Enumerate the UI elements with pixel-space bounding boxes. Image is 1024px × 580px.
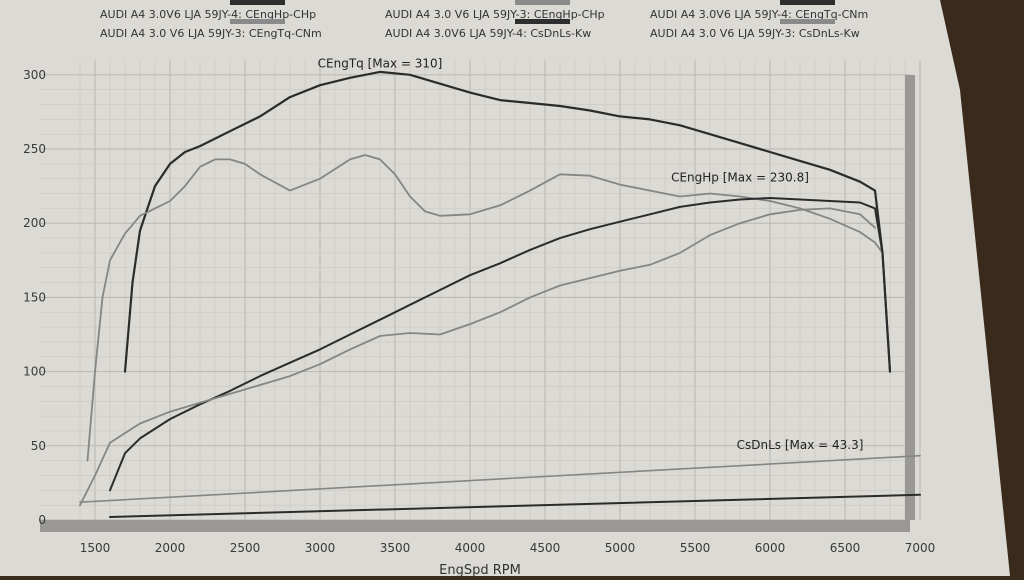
- x-tick-label: 2500: [230, 541, 261, 555]
- x-tick-label: 6500: [830, 541, 861, 555]
- chart-annotation: CEngHp [Max = 230.8]: [671, 171, 809, 185]
- series-line-3: [109, 197, 891, 492]
- series-line-4: [79, 207, 876, 507]
- legend-entry-label: AUDI A4 3.0V6 LJA 59JY-4: CEngTq-CNm: [650, 8, 868, 21]
- x-tick-label: 4000: [455, 541, 486, 555]
- legend-entry-label: AUDI A4 3.0 V6 LJA 59JY-3: CEngTq-CNm: [100, 27, 322, 40]
- chart-annotations: CEngTq [Max = 310] CEngHp [Max = 230.8] Cs…: [318, 56, 864, 451]
- series-line-2: [86, 154, 884, 462]
- x-tick-label: 4500: [530, 541, 561, 555]
- y-tick-label: 0: [38, 513, 46, 527]
- y-tick-label: 50: [31, 439, 46, 453]
- chart-right-border: [905, 75, 915, 520]
- y-tick-labels: 0 50 100 150 200 250 300: [23, 68, 46, 527]
- legend-entry-label: AUDI A4 3.0 V6 LJA 59JY-3: CEngHp-CHp: [385, 8, 605, 21]
- x-tick-label: 7000: [905, 541, 936, 555]
- chart-annotation: CsDnLs [Max = 43.3]: [737, 438, 864, 452]
- chart-annotation: CEngTq [Max = 310]: [318, 56, 443, 70]
- x-tick-label: 6000: [755, 541, 786, 555]
- x-tick-label: 3500: [380, 541, 411, 555]
- x-tick-label: 5500: [680, 541, 711, 555]
- x-axis-label: EngSpd RPM: [439, 563, 521, 576]
- y-tick-label: 300: [23, 68, 46, 82]
- legend-entry-label: AUDI A4 3.0 V6 LJA 59JY-3: CsDnLs-Kw: [650, 27, 860, 40]
- legend-swatch: [230, 19, 285, 24]
- legend-swatch: [780, 19, 835, 24]
- y-tick-label: 250: [23, 142, 46, 156]
- legend-swatch: [230, 0, 285, 5]
- chart-grid: [40, 60, 921, 521]
- chart-legend: AUDI A4 3.0V6 LJA 59JY-4: CEngHp-CHp AUDI…: [100, 0, 868, 40]
- chart-bottom-border: [40, 520, 910, 532]
- y-tick-label: 100: [23, 365, 46, 379]
- series-line-1: [123, 70, 892, 373]
- x-tick-label: 3000: [305, 541, 336, 555]
- legend-swatch: [515, 19, 570, 24]
- paper-sheet: [0, 0, 1010, 576]
- legend-entry-label: AUDI A4 3.0V6 LJA 59JY-4: CEngHp-CHp: [100, 8, 316, 21]
- x-tick-labels: 1500 2000 2500 3000 3500 4000 4500 5000 5500 6000…: [80, 541, 936, 555]
- y-tick-label: 150: [23, 290, 46, 304]
- series-layer: [79, 70, 921, 518]
- legend-entry-label: AUDI A4 3.0V6 LJA 59JY-4: CsDnLs-Kw: [385, 27, 591, 40]
- series-line-5: [109, 493, 921, 518]
- legend-swatch: [515, 0, 570, 5]
- x-tick-label: 1500: [80, 541, 111, 555]
- x-tick-label: 5000: [605, 541, 636, 555]
- x-tick-label: 2000: [155, 541, 186, 555]
- y-tick-label: 200: [23, 216, 46, 230]
- legend-swatch: [780, 0, 835, 5]
- series-line-6: [79, 454, 921, 503]
